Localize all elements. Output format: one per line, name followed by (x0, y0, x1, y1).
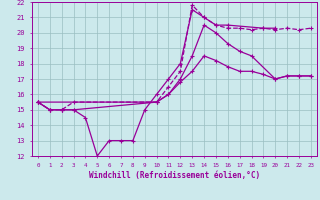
X-axis label: Windchill (Refroidissement éolien,°C): Windchill (Refroidissement éolien,°C) (89, 171, 260, 180)
